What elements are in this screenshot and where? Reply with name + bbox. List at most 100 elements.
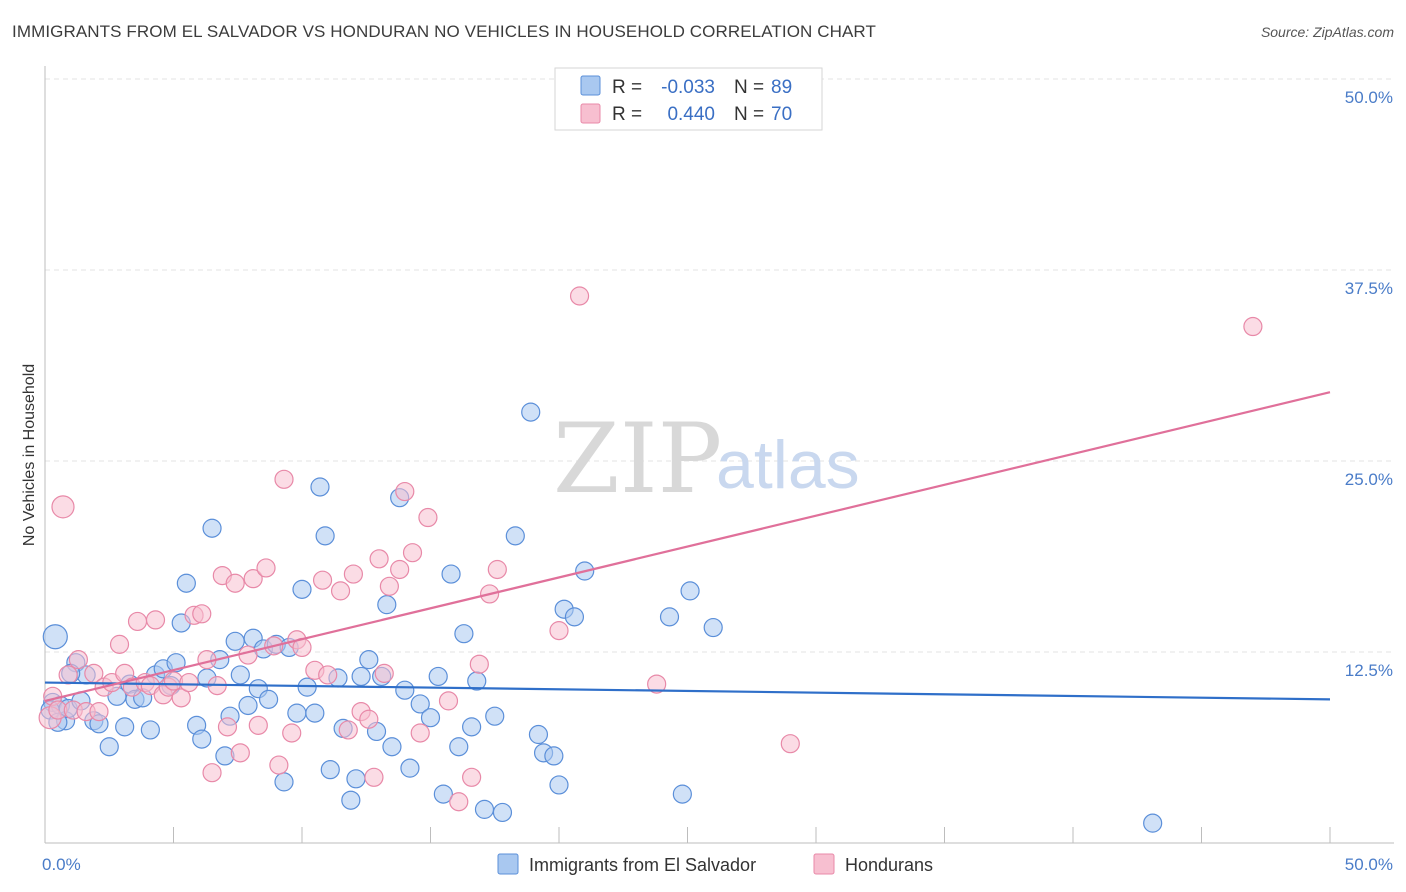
point-el-salvador xyxy=(433,784,453,804)
point-hondurans xyxy=(780,734,800,754)
y-tick-label: 50.0% xyxy=(1345,88,1393,107)
point-el-salvador xyxy=(492,802,513,823)
point-el-salvador xyxy=(99,737,119,757)
point-el-salvador xyxy=(474,799,495,819)
legend-n-value: 70 xyxy=(771,104,792,125)
point-hondurans xyxy=(171,688,191,708)
point-hondurans xyxy=(469,654,489,674)
watermark-atlas: atlas xyxy=(716,427,860,503)
point-hondurans xyxy=(192,604,212,624)
point-hondurans xyxy=(569,286,590,306)
point-el-salvador xyxy=(225,631,245,651)
point-hondurans xyxy=(395,481,415,502)
point-hondurans xyxy=(374,663,394,683)
point-el-salvador xyxy=(287,703,307,723)
point-el-salvador xyxy=(659,607,680,627)
point-el-salvador xyxy=(42,624,68,650)
watermark: ZIP atlas xyxy=(553,403,860,515)
bottom-legend: Immigrants from El Salvador Hondurans xyxy=(497,853,933,875)
point-hondurans xyxy=(58,665,78,685)
point-hondurans xyxy=(68,650,89,670)
y-tick-label: 37.5% xyxy=(1345,279,1393,298)
point-el-salvador xyxy=(341,790,361,810)
point-el-salvador xyxy=(544,746,564,766)
point-el-salvador xyxy=(202,518,222,538)
point-el-salvador xyxy=(351,666,371,687)
legend-swatch-el-salvador xyxy=(580,75,601,96)
legend: R = -0.033 N = 89 R = 0.440 N = 70 xyxy=(554,67,823,131)
point-el-salvador xyxy=(1143,813,1163,833)
legend-r-label: R = xyxy=(612,104,642,125)
series-hondurans-points xyxy=(38,286,1263,812)
x-tick-label: 50.0% xyxy=(1345,855,1393,874)
y-axis-label: No Vehicles in Household xyxy=(21,364,38,546)
point-el-salvador xyxy=(238,695,258,716)
point-el-salvador xyxy=(274,772,294,792)
point-hondurans xyxy=(256,558,276,578)
point-el-salvador xyxy=(115,717,135,737)
trend-lines xyxy=(44,391,1331,702)
point-hondurans xyxy=(269,755,289,775)
point-hondurans xyxy=(402,543,423,563)
point-hondurans xyxy=(89,701,109,722)
point-el-salvador xyxy=(292,579,312,599)
point-el-salvador xyxy=(315,526,335,546)
y-tick-label: 12.5% xyxy=(1345,661,1393,680)
point-el-salvador xyxy=(400,758,420,778)
point-el-salvador xyxy=(176,573,196,593)
point-el-salvador xyxy=(449,737,469,757)
bottom-legend-label-el-salvador: Immigrants from El Salvador xyxy=(529,855,756,875)
point-hondurans xyxy=(243,569,263,589)
legend-n-value: 89 xyxy=(771,77,792,98)
point-el-salvador xyxy=(521,402,541,422)
point-hondurans xyxy=(364,767,384,787)
point-hondurans xyxy=(438,691,459,711)
legend-r-value: -0.033 xyxy=(661,77,715,98)
point-hondurans xyxy=(343,564,363,584)
point-hondurans xyxy=(338,720,358,740)
point-hondurans xyxy=(410,723,430,743)
point-hondurans xyxy=(318,665,338,685)
trend-line-hondurans xyxy=(44,391,1331,702)
point-hondurans xyxy=(487,559,507,580)
point-el-salvador xyxy=(192,729,212,749)
legend-r-label: R = xyxy=(612,77,642,98)
point-hondurans xyxy=(127,611,148,632)
point-el-salvador xyxy=(166,653,186,673)
point-hondurans xyxy=(312,570,333,590)
point-el-salvador xyxy=(346,769,366,789)
point-el-salvador xyxy=(258,689,279,709)
point-hondurans xyxy=(1243,316,1263,337)
chart-title: IMMIGRANTS FROM EL SALVADOR VS HONDURAN … xyxy=(12,22,876,41)
point-el-salvador xyxy=(359,650,379,670)
point-el-salvador xyxy=(305,703,325,723)
bottom-legend-label-hondurans: Hondurans xyxy=(845,855,933,875)
point-hondurans xyxy=(51,495,75,519)
point-el-salvador xyxy=(564,607,585,627)
point-el-salvador xyxy=(310,477,330,497)
point-el-salvador xyxy=(454,624,474,644)
point-el-salvador xyxy=(462,717,482,737)
legend-n-label: N = xyxy=(734,77,764,98)
point-el-salvador xyxy=(420,708,441,728)
point-hondurans xyxy=(238,645,258,665)
point-hondurans xyxy=(282,723,302,743)
grid-lines xyxy=(45,78,1394,653)
point-hondurans xyxy=(248,715,268,735)
source-label: Source: ZipAtlas.com xyxy=(1260,24,1394,40)
point-hondurans xyxy=(647,674,667,694)
point-hondurans xyxy=(109,634,130,654)
point-el-salvador xyxy=(680,581,700,601)
point-hondurans xyxy=(330,581,351,601)
point-el-salvador xyxy=(485,706,505,726)
point-el-salvador xyxy=(215,746,235,766)
watermark-zip: ZIP xyxy=(553,403,722,515)
point-el-salvador xyxy=(230,665,250,685)
point-el-salvador xyxy=(410,694,430,714)
point-hondurans xyxy=(369,549,389,569)
legend-n-label: N = xyxy=(734,104,764,125)
point-el-salvador xyxy=(672,784,692,804)
point-hondurans xyxy=(225,573,245,593)
point-el-salvador xyxy=(382,737,402,757)
